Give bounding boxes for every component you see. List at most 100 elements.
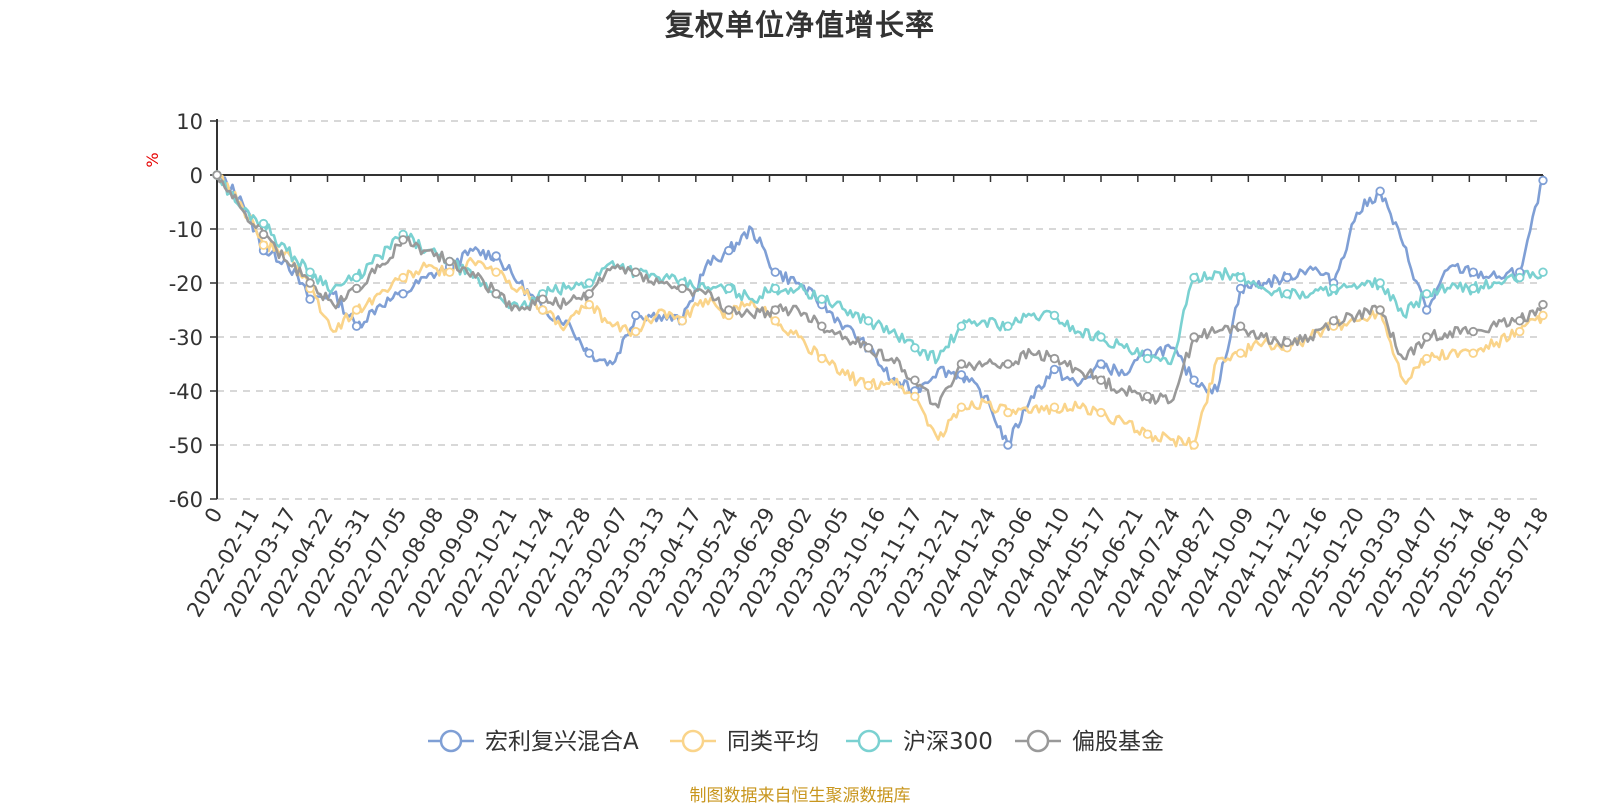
data-source-note: 制图数据来自恒生聚源数据库: [689, 786, 911, 806]
data-point: [305, 278, 315, 288]
data-point: [1538, 310, 1548, 321]
data-point: [1421, 332, 1432, 342]
legend-marker: [681, 729, 705, 753]
data-point: [1421, 289, 1432, 299]
data-point: [770, 267, 781, 277]
data-point: [491, 267, 501, 277]
legend-marker: [1026, 729, 1050, 753]
data-point: [1142, 391, 1153, 402]
data-point: [1235, 321, 1246, 331]
data-point: [398, 289, 408, 299]
y-tick-label: -50: [169, 434, 203, 458]
legend-label: 沪深300: [903, 729, 993, 755]
data-point: [956, 321, 967, 331]
data-point: [1235, 348, 1246, 358]
data-point: [956, 370, 967, 380]
data-point: [1282, 337, 1292, 348]
series-line-2: [216, 174, 1545, 450]
data-point: [1538, 267, 1548, 277]
data-point: [584, 348, 594, 358]
data-point: [817, 353, 827, 364]
data-point: [770, 283, 781, 294]
data-point: [1003, 321, 1013, 331]
data-point: [910, 343, 920, 353]
legend-item-4[interactable]: 偏股基金: [1015, 729, 1164, 755]
series-lines: [215, 173, 1545, 450]
data-point: [305, 294, 315, 304]
data-point: [258, 229, 269, 240]
data-point: [1468, 267, 1478, 277]
legend[interactable]: 宏利复兴混合A 同类平均 沪深300 偏股基金: [428, 729, 1164, 755]
data-point: [351, 272, 362, 283]
data-point: [770, 305, 781, 315]
data-point: [1142, 429, 1153, 439]
data-point: [398, 235, 408, 245]
data-point: [1096, 332, 1106, 342]
data-point: [1468, 283, 1478, 294]
data-point: [212, 170, 222, 180]
legend-item-3[interactable]: 沪深300: [846, 729, 993, 755]
y-tick-label: -20: [169, 272, 203, 296]
data-point: [1538, 299, 1548, 310]
data-point: [1515, 272, 1525, 283]
data-point: [351, 283, 362, 294]
data-point: [1049, 402, 1060, 412]
legend-marker: [439, 729, 463, 753]
data-point: [863, 380, 874, 391]
data-point: [537, 305, 548, 315]
series-line-1: [216, 173, 1545, 447]
legend-label: 偏股基金: [1072, 729, 1164, 755]
gridlines: [217, 120, 1543, 500]
y-tick-label: -60: [169, 488, 203, 512]
data-point: [491, 251, 501, 261]
legend-marker: [857, 729, 881, 753]
data-point: [910, 375, 920, 385]
legend-item-1[interactable]: 宏利复兴混合A: [428, 729, 639, 755]
data-point: [631, 310, 641, 321]
data-point: [1189, 332, 1199, 342]
data-point: [817, 321, 827, 331]
data-point: [1515, 316, 1525, 326]
data-point: [1375, 186, 1385, 196]
data-point: [1235, 272, 1246, 283]
data-point: [1421, 353, 1432, 364]
axes: 100-10-20-30-40-50-6002022-02-112022-03-…: [169, 110, 1554, 621]
data-point: [1328, 283, 1339, 294]
data-point: [1189, 440, 1199, 450]
data-point: [1096, 359, 1106, 369]
series-line-4: [215, 174, 1545, 409]
data-point: [677, 316, 687, 326]
data-point: [258, 218, 269, 229]
data-point: [677, 283, 687, 294]
data-point: [1049, 364, 1060, 375]
data-point: [1189, 375, 1199, 385]
data-point: [956, 402, 967, 412]
legend-item-2[interactable]: 同类平均: [670, 729, 819, 755]
data-point: [398, 272, 408, 283]
data-point: [1375, 305, 1385, 315]
data-point: [305, 267, 315, 277]
data-point: [1282, 289, 1292, 299]
data-point: [1282, 272, 1292, 283]
data-point: [1538, 175, 1548, 186]
data-point: [631, 326, 641, 337]
data-point: [1096, 375, 1106, 385]
data-point: [1003, 407, 1013, 418]
legend-label: 宏利复兴混合A: [485, 729, 639, 755]
data-point: [1328, 316, 1339, 326]
data-point: [584, 289, 594, 299]
data-point: [724, 245, 734, 256]
data-point: [351, 305, 362, 315]
y-tick-label: -30: [169, 326, 203, 350]
data-point: [584, 278, 594, 288]
y-tick-label: 10: [176, 110, 203, 134]
data-point: [444, 267, 455, 277]
series-markers: [212, 170, 1548, 450]
chart-title: 复权单位净值增长率: [664, 8, 935, 42]
data-point: [770, 316, 781, 326]
data-point: [631, 267, 641, 277]
data-point: [1468, 348, 1478, 358]
data-point: [584, 299, 594, 310]
y-tick-label: -10: [169, 218, 203, 242]
